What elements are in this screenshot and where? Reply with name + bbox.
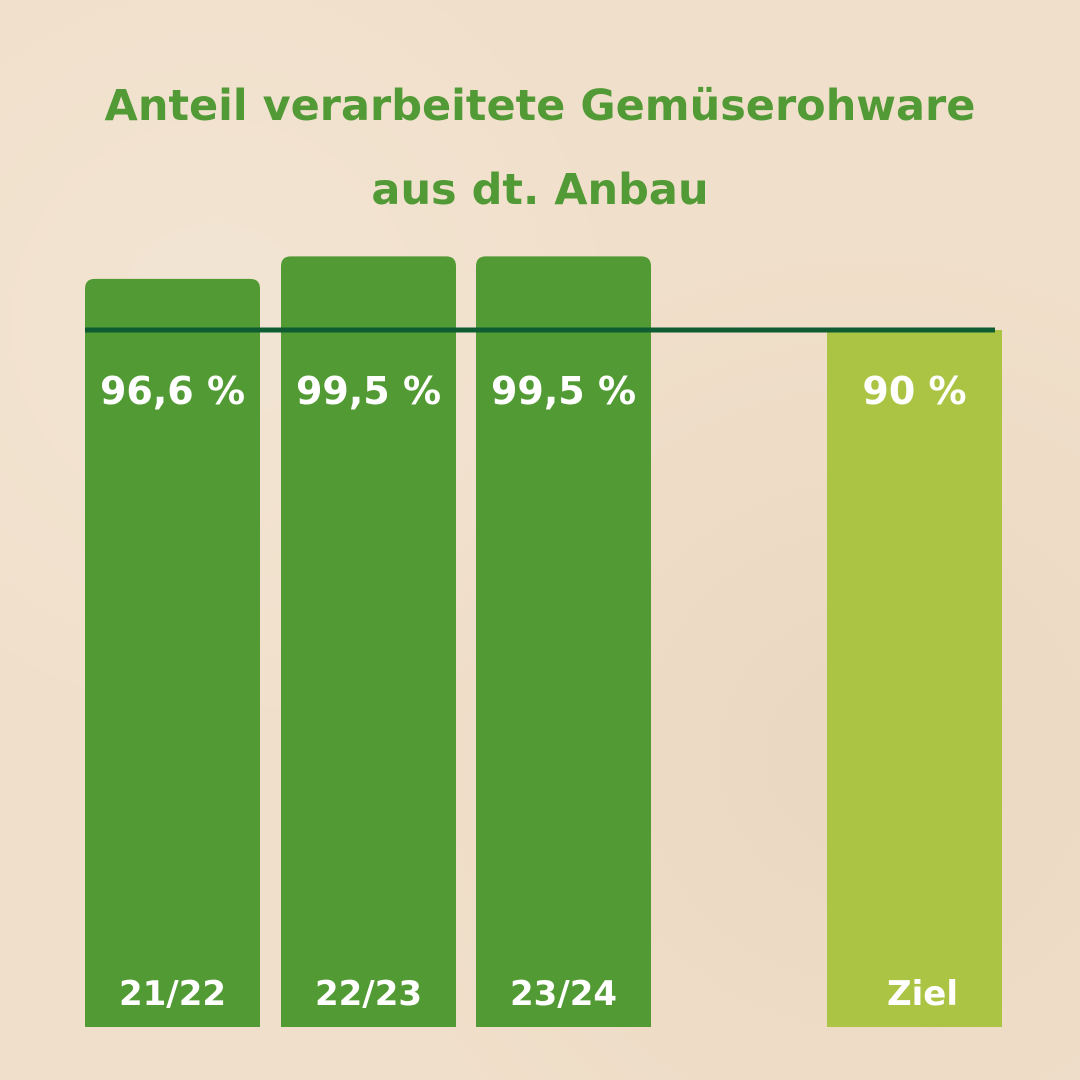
bar-value-label: 99,5 %: [296, 369, 441, 413]
bar-value-label: 90 %: [862, 369, 966, 413]
bar-value-label: 96,6 %: [100, 369, 245, 413]
category-label: 21/22: [119, 974, 226, 1014]
bar-23-24: [476, 256, 651, 1028]
category-label: 23/24: [510, 974, 617, 1014]
bar-21-22: [85, 278, 260, 1027]
bar-22-23: [281, 256, 456, 1028]
bar-value-label: 99,5 %: [491, 369, 636, 413]
chart-subtitle: aus dt. Anbau: [371, 165, 709, 215]
target-bar: [827, 330, 1002, 1027]
category-label: 22/23: [315, 974, 422, 1014]
category-label: Ziel: [887, 974, 958, 1014]
chart-title: Anteil verarbeitete Gemüserohware: [104, 81, 976, 131]
